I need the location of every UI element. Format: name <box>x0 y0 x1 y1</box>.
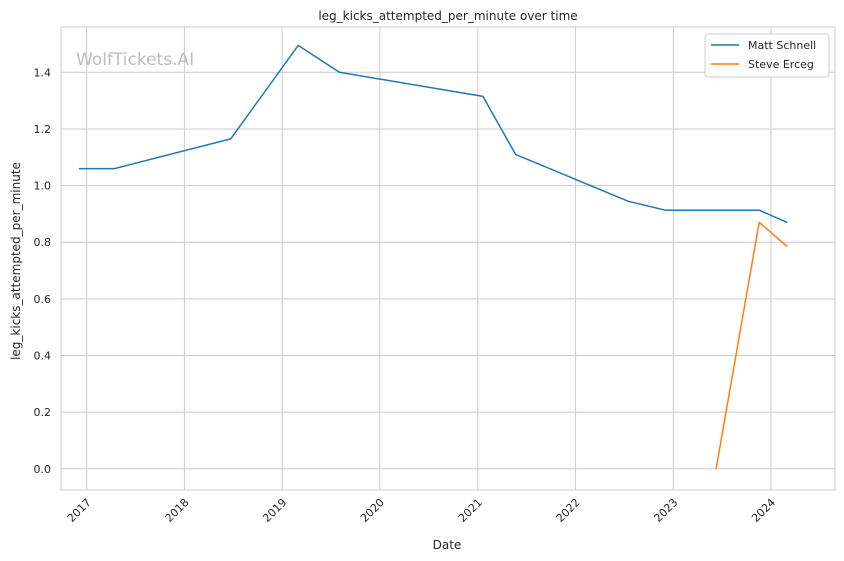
y-tick-label: 0.6 <box>34 293 52 306</box>
plot-frame <box>60 26 836 491</box>
chart-title: leg_kicks_attempted_per_minute over time <box>318 9 577 23</box>
series-line-0 <box>78 44 788 224</box>
y-tick-label: 1.2 <box>34 123 52 136</box>
y-tick-label: 1.4 <box>34 66 52 79</box>
y-axis-label: leg_kicks_attempted_per_minute <box>9 162 23 360</box>
y-tick-label: 1.0 <box>34 180 52 193</box>
legend: Matt Schnell Steve Erceg <box>704 33 830 78</box>
series-line-1 <box>715 221 788 469</box>
watermark-text: WolfTickets.AI <box>76 50 194 70</box>
legend-label: Matt Schnell <box>748 39 816 52</box>
y-tick-label: 0.4 <box>34 349 52 362</box>
grid <box>61 27 835 490</box>
y-tick-label: 0.8 <box>34 236 52 249</box>
y-axis-ticks: 0.0 0.2 0.4 0.6 0.8 1.0 1.2 1.4 <box>34 66 52 475</box>
series-layer <box>78 44 788 469</box>
legend-label: Steve Erceg <box>748 58 814 71</box>
y-tick-label: 0.2 <box>34 406 52 419</box>
x-axis-label: Date <box>433 538 462 552</box>
y-tick-label: 0.0 <box>34 463 52 476</box>
